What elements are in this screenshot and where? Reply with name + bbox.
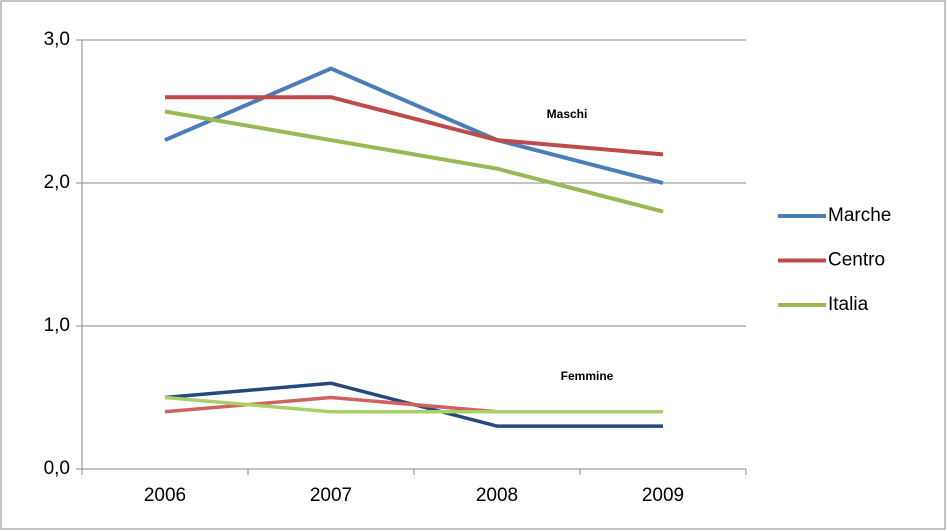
data-line (164, 109, 664, 214)
annotation: Maschi (547, 107, 588, 121)
legend-label: Marche (828, 205, 891, 226)
data-line (165, 95, 664, 157)
annotation: Femmine (561, 369, 614, 383)
data-line (164, 395, 663, 414)
x-tick-label: 2007 (310, 485, 352, 506)
x-tick-label: 2009 (642, 485, 684, 506)
data-line (164, 66, 664, 185)
legend-label: Centro (828, 250, 885, 271)
y-tick-label: 3,0 (44, 29, 70, 50)
x-tick-label: 2006 (144, 485, 186, 506)
y-tick-label: 2,0 (44, 172, 70, 193)
legend-label: Italia (828, 294, 869, 315)
y-tick-label: 1,0 (44, 315, 70, 336)
y-tick-label: 0,0 (44, 458, 70, 479)
x-tick-label: 2008 (476, 485, 518, 506)
